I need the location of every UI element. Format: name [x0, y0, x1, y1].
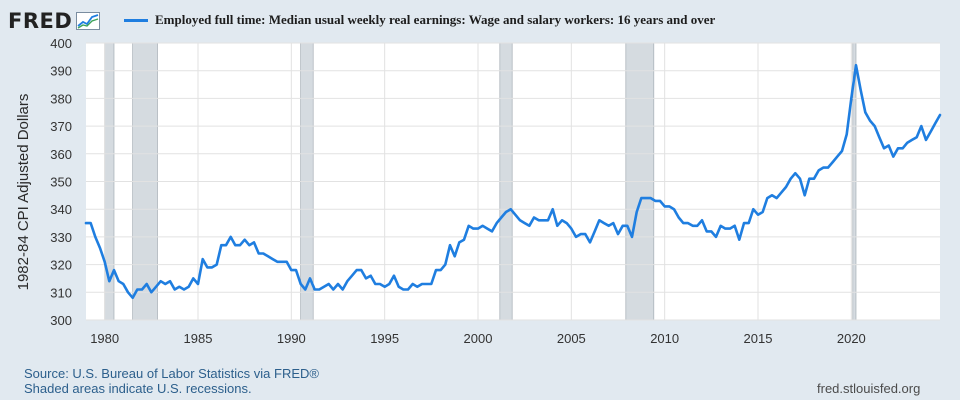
x-tick-label: 2005: [557, 331, 586, 346]
gridlines: [86, 42, 940, 321]
x-tick-label: 1995: [370, 331, 399, 346]
y-tick-label: 320: [50, 258, 72, 273]
y-tick-label: 390: [50, 64, 72, 79]
y-tick-label: 340: [50, 202, 72, 217]
source-note: Source: U.S. Bureau of Labor Statistics …: [24, 366, 319, 381]
y-tick-label: 370: [50, 119, 72, 134]
x-axis-tick-labels: 1980 1985 1990 1995 2000 2005 2010 2015 2020: [90, 331, 866, 346]
series-line: [84, 63, 942, 300]
y-axis-label: 1982-84 CPI Adjusted Dollars: [15, 94, 32, 291]
fred-logo[interactable]: FRED: [8, 7, 101, 35]
y-tick-label: 300: [50, 313, 72, 328]
y-tick-label: 360: [50, 147, 72, 162]
series-layer: [84, 63, 942, 300]
x-tick-label: 1990: [277, 331, 306, 346]
fred-graph-icon: [76, 12, 101, 30]
x-tick-label: 2000: [464, 331, 493, 346]
y-tick-label: 330: [50, 230, 72, 245]
legend-series-label: Employed full time: Median usual weekly …: [155, 12, 716, 27]
fred-logo-text: FRED: [8, 9, 73, 33]
y-tick-label: 310: [50, 285, 72, 300]
x-tick-label: 2015: [744, 331, 773, 346]
chart-legend: Employed full time: Median usual weekly …: [124, 12, 715, 28]
y-tick-label: 350: [50, 175, 72, 190]
fred-url-link[interactable]: fred.stlouisfed.org: [817, 381, 921, 396]
x-tick-label: 1980: [90, 331, 119, 346]
x-tick-label: 1985: [184, 331, 213, 346]
recession-note: Shaded areas indicate U.S. recessions.: [24, 381, 252, 396]
x-tick-label: 2010: [650, 331, 679, 346]
y-axis-tick-labels: 300 310 320 330 340 350 360 370 380 390 400: [50, 36, 72, 328]
y-tick-label: 380: [50, 91, 72, 106]
legend-line-swatch: [124, 18, 148, 22]
x-tick-label: 2020: [837, 331, 866, 346]
chart-header: FRED Employed full time: Median usual we…: [0, 0, 960, 40]
y-tick-label: 400: [50, 36, 72, 51]
